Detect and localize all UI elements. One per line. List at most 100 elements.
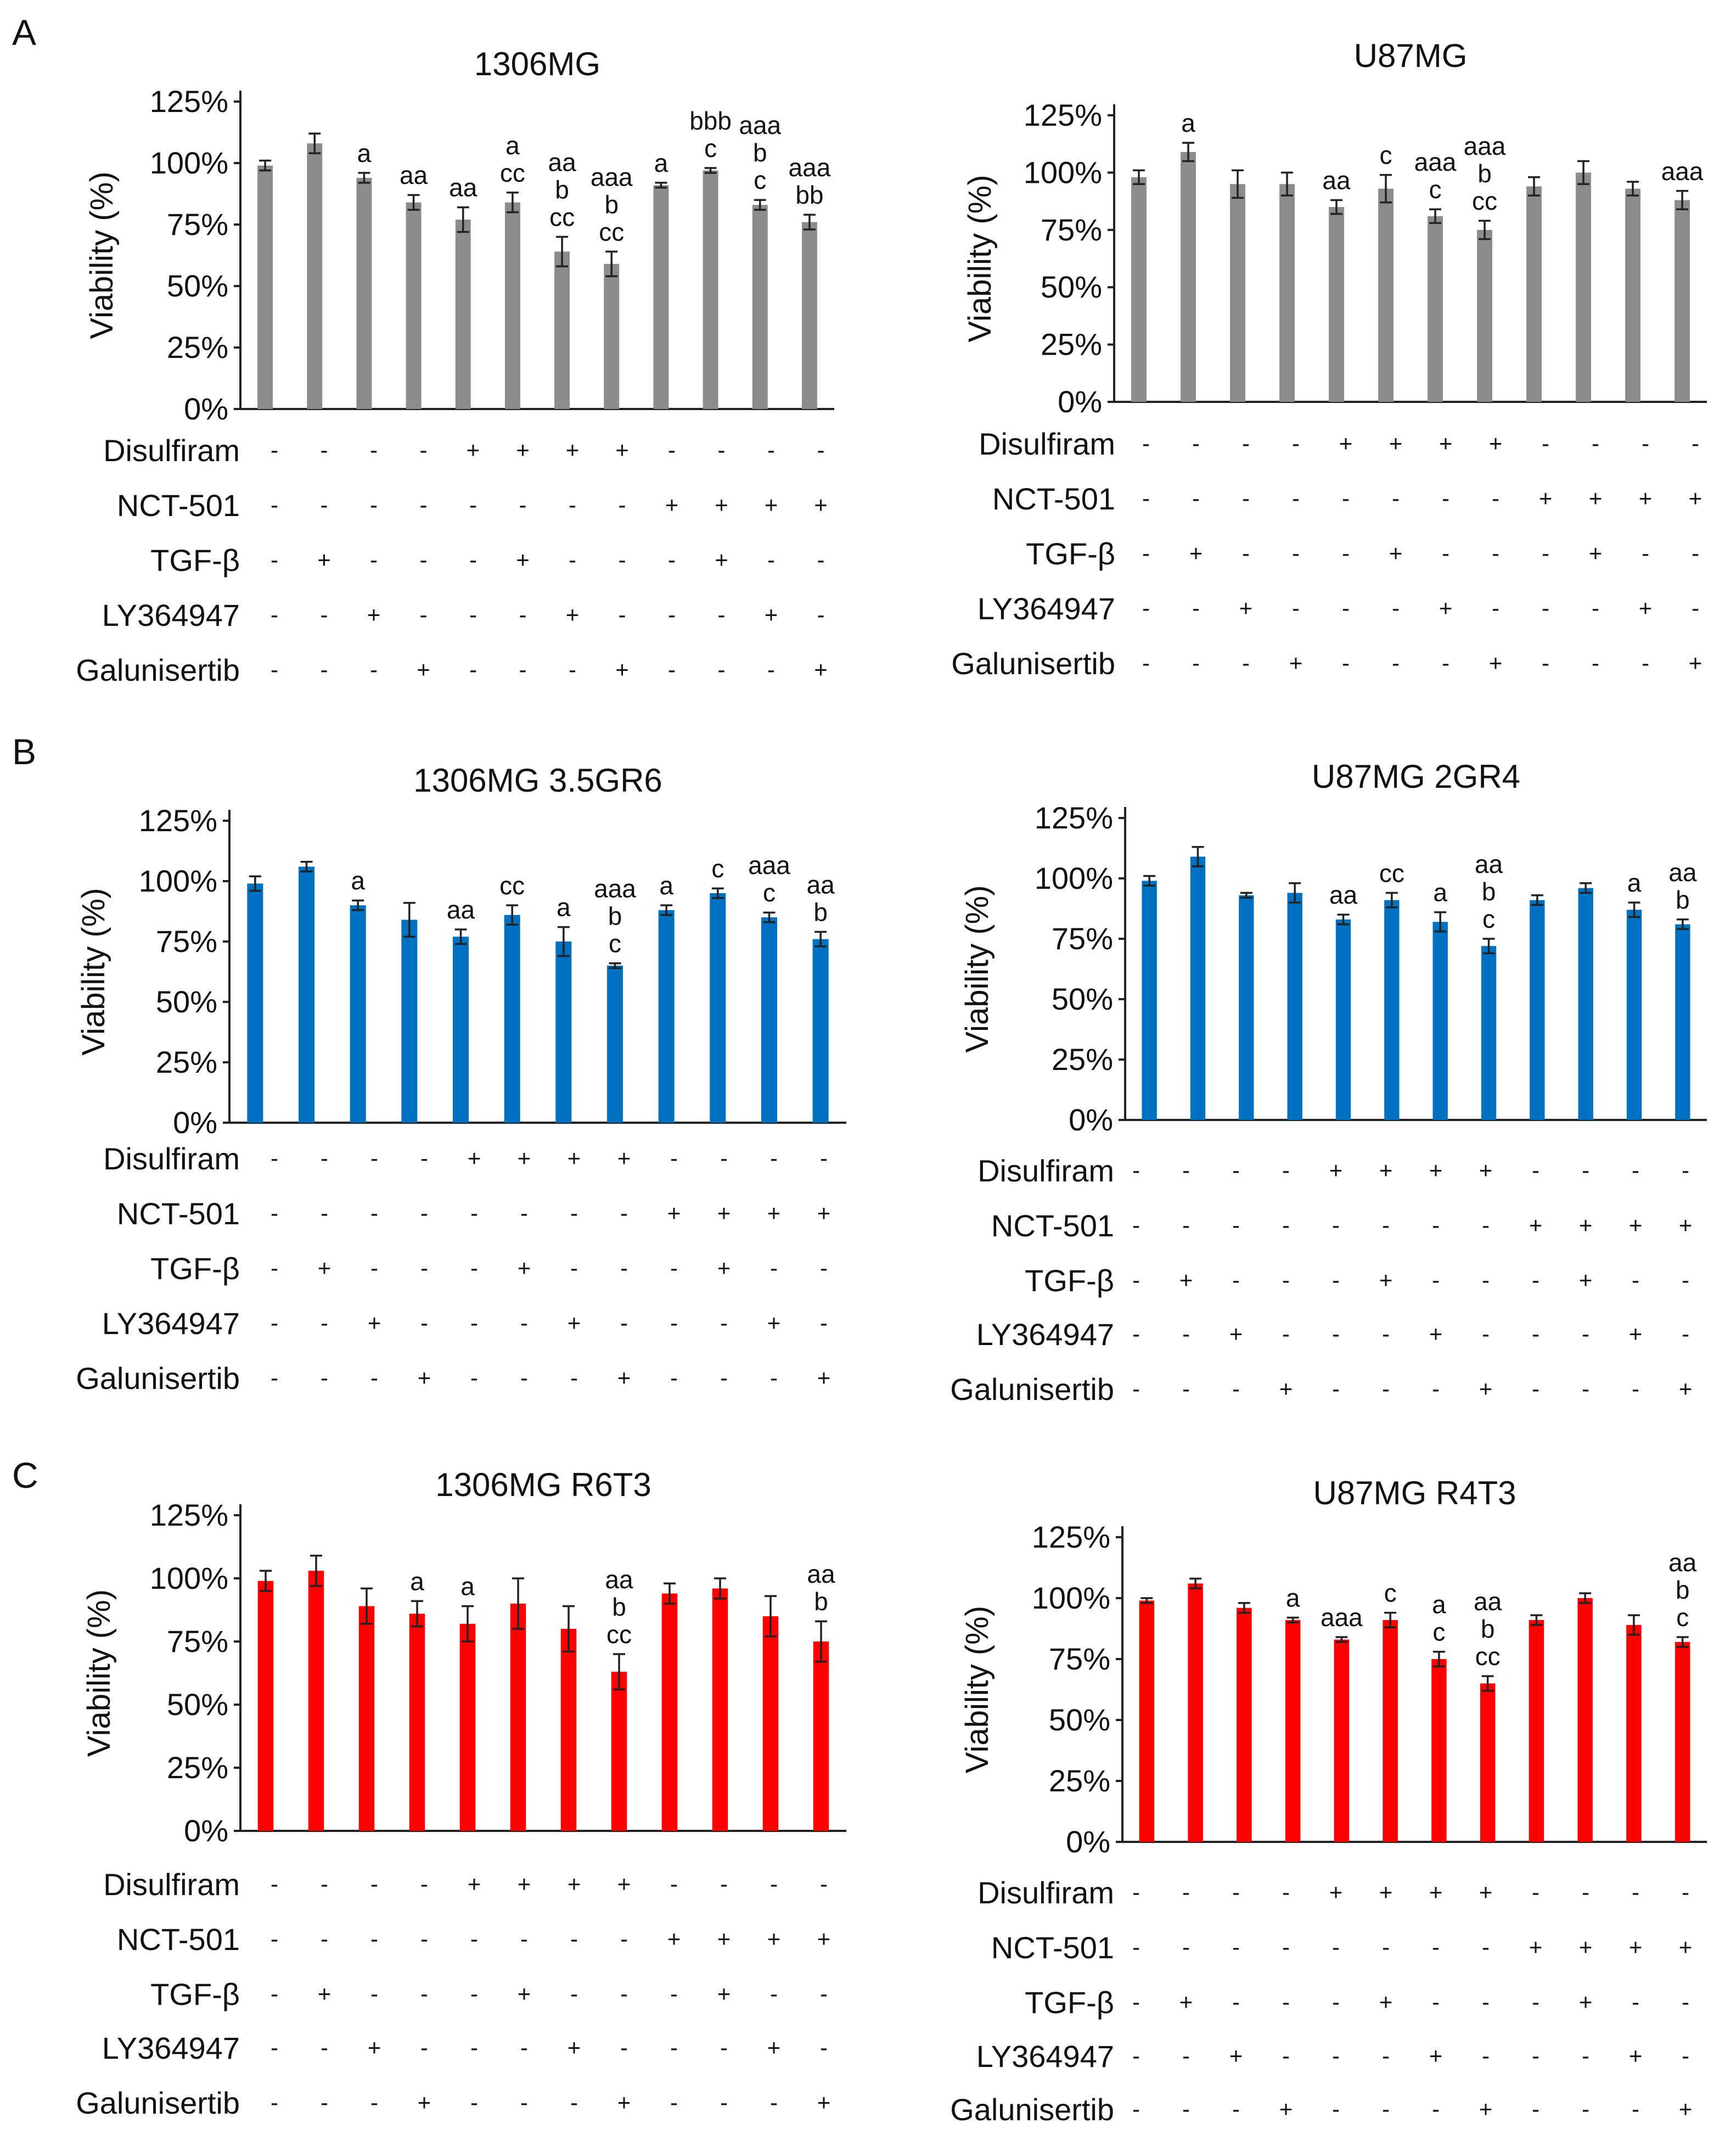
treatment-symbol: + bbox=[367, 602, 381, 628]
treatment-symbol: - bbox=[1532, 1376, 1540, 1402]
significance-label: c bbox=[711, 854, 724, 883]
error-bar bbox=[1189, 1577, 1202, 1589]
treatment-symbol: + bbox=[717, 1926, 731, 1952]
treatment-symbol: - bbox=[420, 1145, 428, 1171]
treatment-symbol: + bbox=[1579, 1989, 1593, 2015]
error-bar bbox=[1289, 882, 1301, 904]
treatment-symbol: + bbox=[1689, 650, 1703, 676]
treatment-symbol: + bbox=[765, 492, 778, 518]
treatment-symbol: - bbox=[770, 1871, 778, 1897]
treatment-symbol: - bbox=[820, 1981, 828, 2007]
treatment-symbol: + bbox=[667, 1926, 681, 1952]
treatment-row-label: TGF-β bbox=[1025, 1263, 1114, 1298]
treatment-symbol: - bbox=[1632, 1989, 1639, 2015]
bar bbox=[1329, 207, 1344, 402]
treatment-symbol: - bbox=[271, 547, 278, 573]
treatment-symbol: - bbox=[1482, 1934, 1490, 1960]
treatment-symbol: - bbox=[1132, 1267, 1140, 1293]
treatment-row-label: Disulfiram bbox=[979, 427, 1115, 461]
treatment-symbol: - bbox=[619, 492, 626, 518]
treatment-row-label: LY364947 bbox=[976, 1317, 1114, 1352]
treatment-row-label: NCT-501 bbox=[117, 1196, 240, 1231]
treatment-symbol: - bbox=[420, 492, 428, 518]
y-tick-label: 50% bbox=[167, 1687, 228, 1722]
treatment-symbol: - bbox=[1592, 430, 1599, 456]
error-bar bbox=[1133, 169, 1145, 186]
treatment-symbol: - bbox=[1132, 1212, 1140, 1238]
treatment-symbol: - bbox=[271, 2089, 278, 2115]
treatment-symbol: + bbox=[518, 1981, 531, 2007]
bar bbox=[455, 220, 471, 409]
treatment-symbol: - bbox=[1382, 1321, 1390, 1347]
treatment-symbol: - bbox=[321, 437, 328, 463]
treatment-symbol: - bbox=[720, 2089, 728, 2115]
treatment-symbol: + bbox=[1589, 540, 1603, 566]
treatment-symbol: - bbox=[1692, 540, 1699, 566]
bar bbox=[1578, 888, 1593, 1120]
treatment-symbol: + bbox=[1629, 2043, 1643, 2069]
error-bar bbox=[714, 1577, 726, 1600]
treatment-symbol: - bbox=[370, 1926, 378, 1952]
treatment-symbol: - bbox=[570, 1365, 578, 1391]
chart-title: U87MG 2GR4 bbox=[1312, 758, 1520, 795]
treatment-symbol: - bbox=[1482, 1212, 1490, 1238]
treatment-symbol: - bbox=[720, 1871, 728, 1897]
treatment-symbol: - bbox=[1292, 485, 1300, 511]
treatment-symbol: + bbox=[1179, 1989, 1193, 2015]
error-bar bbox=[1330, 199, 1342, 215]
significance-label: a bbox=[654, 149, 668, 177]
treatment-symbol: + bbox=[1479, 1879, 1493, 1905]
treatment-symbol: - bbox=[570, 1255, 578, 1281]
treatment-symbol: - bbox=[1632, 1157, 1639, 1183]
treatment-symbol: - bbox=[271, 1310, 278, 1336]
significance-label: aa b cc bbox=[1474, 1587, 1502, 1671]
treatment-symbol: - bbox=[420, 1310, 428, 1336]
error-bar bbox=[765, 1595, 777, 1638]
treatment-symbol: - bbox=[1192, 650, 1200, 676]
treatment-symbol: - bbox=[1432, 1934, 1440, 1960]
error-bar bbox=[1335, 1636, 1348, 1643]
bar bbox=[1239, 895, 1254, 1120]
treatment-symbol: - bbox=[271, 1926, 278, 1952]
treatment-symbol: - bbox=[519, 657, 527, 682]
treatment-symbol: - bbox=[1192, 485, 1200, 511]
bar bbox=[1285, 1620, 1301, 1842]
error-bar bbox=[1232, 169, 1244, 199]
error-bar bbox=[1192, 846, 1204, 867]
y-tick-label: 75% bbox=[1041, 212, 1102, 247]
treatment-symbol: - bbox=[1692, 430, 1699, 456]
bar bbox=[358, 1606, 375, 1831]
treatment-symbol: - bbox=[1582, 1376, 1589, 1402]
treatment-symbol: - bbox=[1682, 2043, 1689, 2069]
error-bar bbox=[704, 167, 717, 174]
bar bbox=[1384, 900, 1400, 1120]
bar bbox=[459, 1623, 476, 1831]
treatment-symbol: - bbox=[520, 1365, 528, 1391]
treatment-symbol: - bbox=[770, 1981, 778, 2007]
treatment-symbol: - bbox=[668, 602, 676, 628]
treatment-symbol: - bbox=[1242, 430, 1250, 456]
treatment-symbol: - bbox=[1532, 1157, 1540, 1183]
treatment-symbol: - bbox=[1232, 1879, 1240, 1905]
treatment-symbol: + bbox=[1529, 1934, 1543, 1960]
significance-label: aa b bbox=[807, 1560, 835, 1616]
bar bbox=[1529, 1620, 1544, 1842]
error-bar bbox=[1337, 914, 1350, 926]
error-bar bbox=[814, 931, 827, 948]
treatment-symbol: - bbox=[1282, 1267, 1290, 1293]
treatment-symbol: - bbox=[520, 1310, 528, 1336]
significance-label: a bbox=[351, 866, 365, 895]
treatment-symbol: - bbox=[620, 1981, 628, 2007]
bar bbox=[1378, 188, 1394, 402]
error-bar bbox=[754, 199, 766, 211]
treatment-symbol: - bbox=[767, 547, 775, 573]
error-bar bbox=[563, 1605, 575, 1653]
treatment-symbol: + bbox=[568, 1310, 581, 1336]
treatment-symbol: - bbox=[1232, 1376, 1240, 1402]
treatment-symbol: + bbox=[467, 437, 480, 463]
treatment-symbol: - bbox=[817, 602, 825, 628]
error-bar bbox=[249, 875, 261, 892]
bar bbox=[1131, 177, 1147, 402]
treatment-symbol: - bbox=[1132, 1879, 1140, 1905]
